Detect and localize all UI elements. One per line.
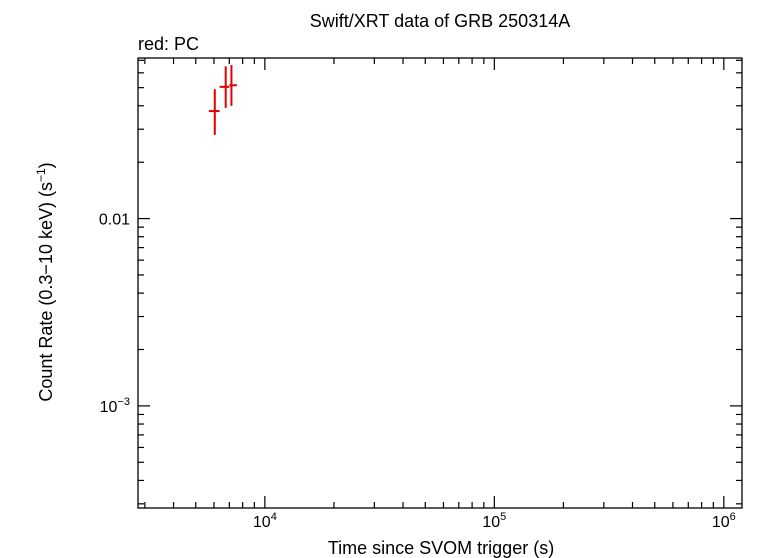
data-point <box>229 65 237 106</box>
y-tick-label-exp: −3 <box>117 396 130 408</box>
y-axis-label-end: ) <box>36 162 56 168</box>
data-points <box>208 65 237 135</box>
minor-ticks <box>138 58 742 508</box>
chart-subtitle: red: PC <box>138 34 199 54</box>
y-axis-label-main: Count Rate (0.3−10 keV) (s <box>36 182 56 402</box>
y-tick-label-base: 10 <box>100 399 118 416</box>
x-tick-label-base: 10 <box>253 514 271 531</box>
x-tick-label-base: 10 <box>482 514 500 531</box>
data-point <box>219 66 230 108</box>
x-tick-label-exp: 6 <box>730 511 736 523</box>
x-tick-label: 104 <box>253 511 277 531</box>
y-tick-label: 10−3 <box>100 396 130 416</box>
x-tick-label-exp: 5 <box>500 511 506 523</box>
y-tick-label: 0.01 <box>99 212 130 229</box>
x-tick-label-base: 10 <box>712 514 730 531</box>
y-axis-label-sup: −1 <box>34 168 48 182</box>
y-axis-label: Count Rate (0.3−10 keV) (s−1) <box>34 162 56 401</box>
x-tick-label-exp: 4 <box>271 511 277 523</box>
plot-frame <box>137 57 743 509</box>
y-tick-label-base: 0.01 <box>99 212 130 229</box>
x-tick-label: 105 <box>482 511 506 531</box>
x-tick-label: 106 <box>712 511 736 531</box>
data-point <box>208 89 220 135</box>
chart-title: Swift/XRT data of GRB 250314A <box>310 11 570 31</box>
major-ticks <box>138 58 742 508</box>
x-axis-label: Time since SVOM trigger (s) <box>328 538 554 558</box>
